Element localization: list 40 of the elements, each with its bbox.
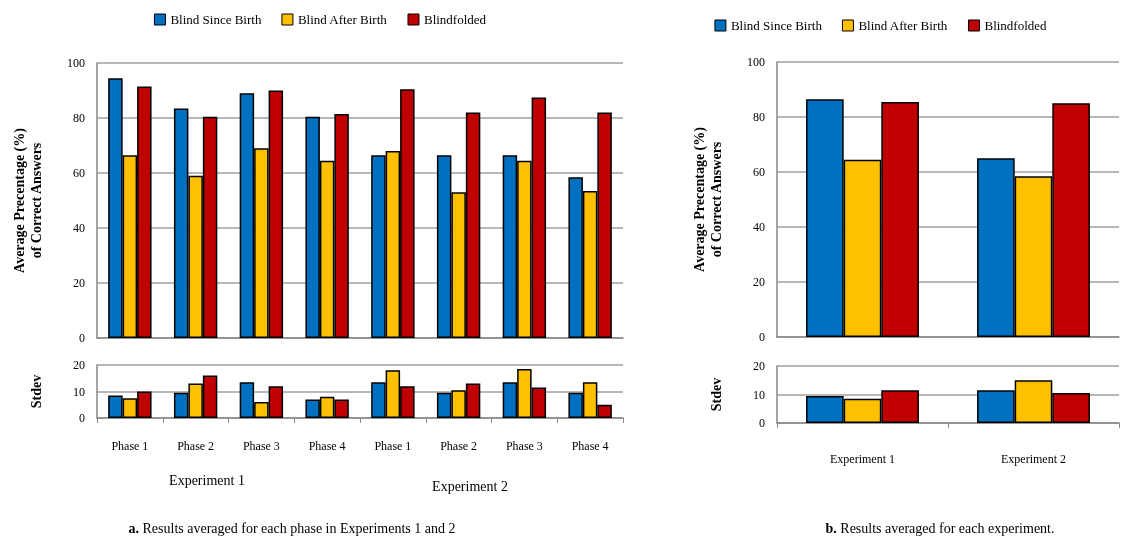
legend-label: Blind After Birth xyxy=(297,12,388,27)
y-tick-label: 10 xyxy=(753,387,765,402)
y-axis-title: Stdev xyxy=(29,374,44,409)
y-tick-label: 100 xyxy=(747,55,765,69)
y-tick-label: 40 xyxy=(753,220,765,234)
y-tick-label: 0 xyxy=(79,411,85,425)
text: Experiment 2 xyxy=(432,479,508,495)
y-tick-label: 100 xyxy=(67,56,85,70)
y-tick-label: 20 xyxy=(753,359,765,373)
x-tick-label: Phase 1 xyxy=(374,439,412,453)
y-tick-label: 0 xyxy=(759,330,765,344)
x-tick-label: Phase 3 xyxy=(505,439,543,453)
text: Experiment 1 xyxy=(169,473,245,489)
y-tick-label: 10 xyxy=(73,384,85,399)
x-tick-label: Phase 4 xyxy=(308,439,346,453)
y-tick-label: 20 xyxy=(753,275,765,289)
y-tick-label: 60 xyxy=(753,165,765,179)
x-tick-label: Phase 1 xyxy=(111,439,149,453)
y-tick-label: 80 xyxy=(753,110,765,124)
legend-label: Blind Since Birth xyxy=(170,12,262,27)
y-tick-label: 40 xyxy=(73,221,85,235)
y-tick-label: 0 xyxy=(79,331,85,345)
y-axis-title: Average Precentage (%) of Correct Answers xyxy=(692,126,724,272)
legend-label: Blind Since Birth xyxy=(730,18,823,33)
legend-label: Blindfolded xyxy=(423,12,487,27)
x-tick-label: Phase 4 xyxy=(571,439,609,453)
y-tick-label: 60 xyxy=(73,166,85,180)
y-tick-label: 80 xyxy=(73,111,85,125)
text: a. Results averaged for each phase in Experiments 1 and 2 xyxy=(128,521,456,537)
y-tick-label: 20 xyxy=(73,276,85,290)
legend-label: Blind After Birth xyxy=(858,18,948,33)
x-tick-label: Phase 3 xyxy=(242,439,280,453)
x-tick-label: Phase 2 xyxy=(177,439,215,453)
legend-label: Blindfolded xyxy=(984,18,1048,33)
x-tick-label: Phase 2 xyxy=(440,439,478,453)
y-axis-title: Average Precentage (%) of Correct Answers xyxy=(12,127,44,273)
y-axis-title: Stdev xyxy=(709,377,724,412)
text: b. Results averaged for each experiment. xyxy=(825,521,1055,537)
y-tick-label: 0 xyxy=(759,416,765,430)
y-tick-label: 20 xyxy=(73,358,85,372)
